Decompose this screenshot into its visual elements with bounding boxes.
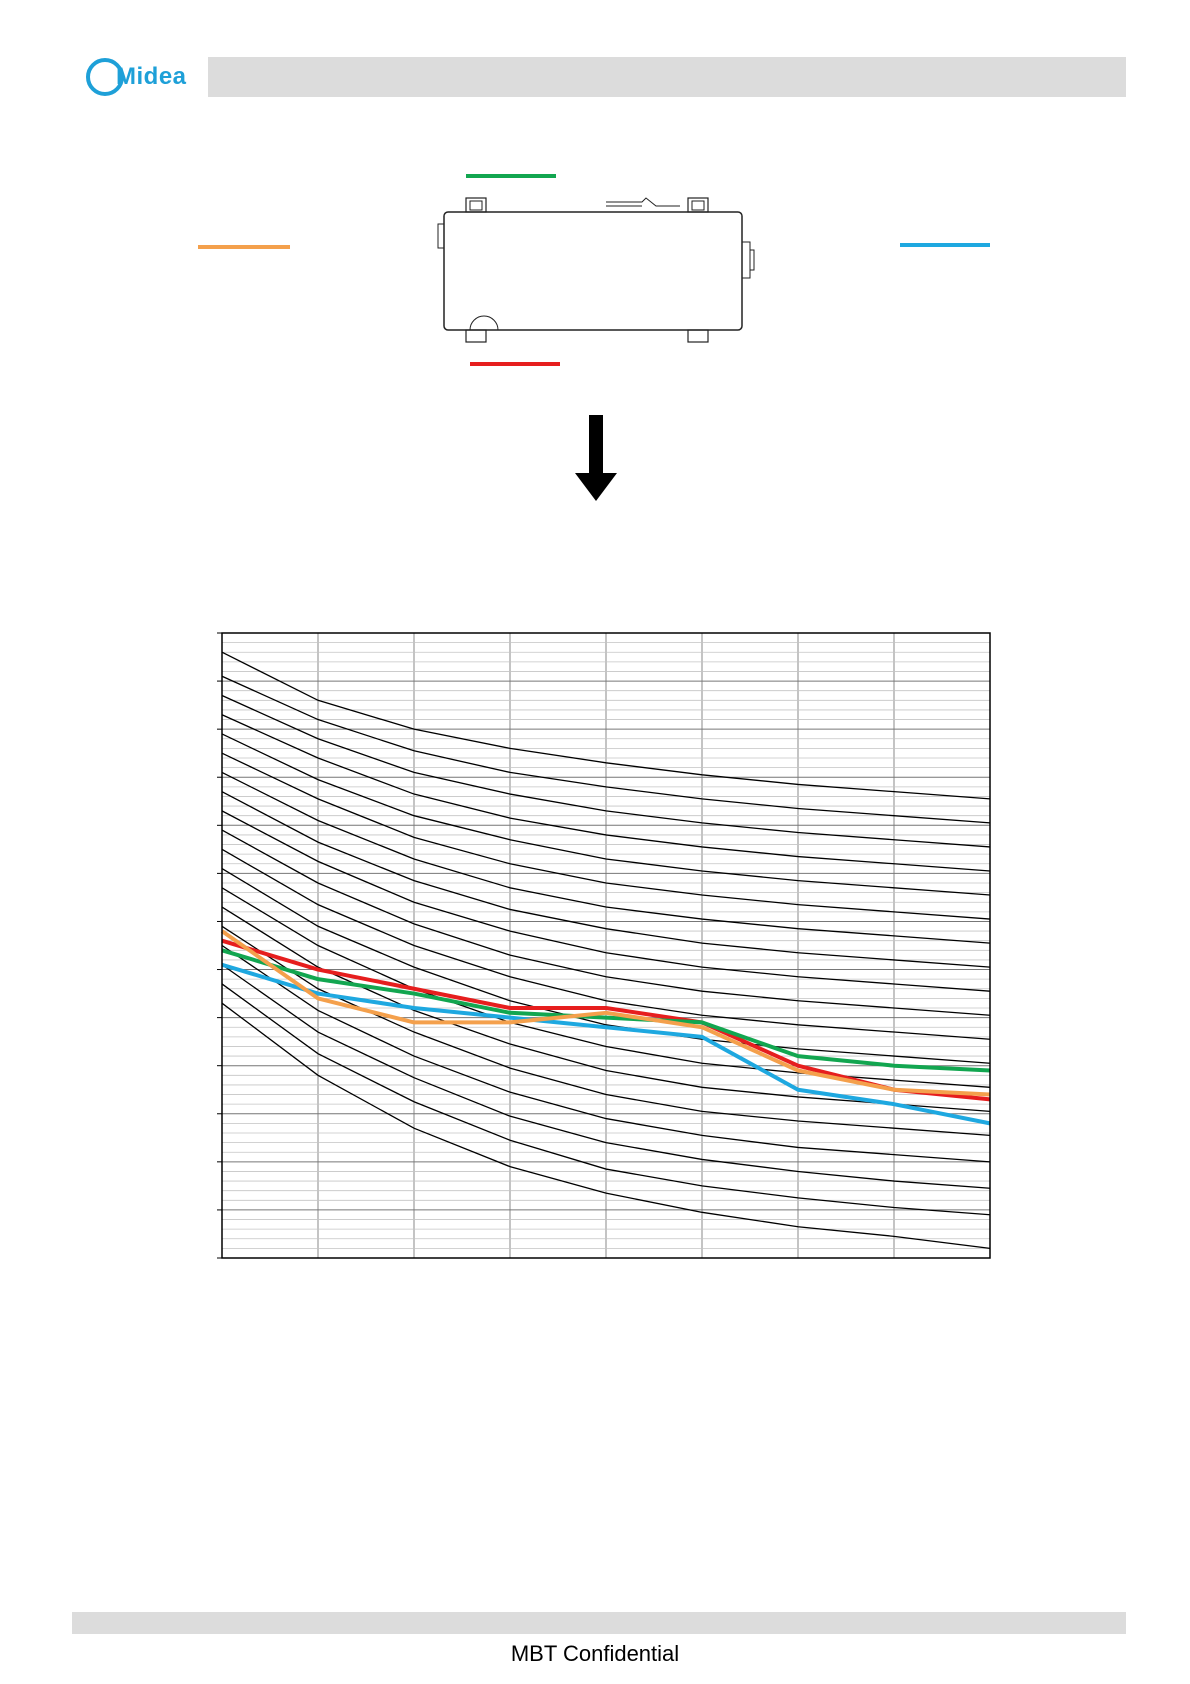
footer-bar [72,1612,1126,1634]
nc-curve-0 [221,651,991,800]
nc-curve-4 [221,733,991,896]
nc-curve-1 [221,675,991,824]
series-line-orange [220,929,991,1097]
nc-reference-curves [221,651,991,1250]
nc-curve-8 [221,810,991,992]
series-line-green [221,948,991,1073]
nc-curve-11 [221,868,991,1064]
logo-text: Midea [116,63,187,90]
midea-logo: Midea [86,52,196,102]
nc-curve-6 [221,771,991,944]
legend-key-right [900,243,990,247]
nc-curve-9 [221,829,991,1016]
measured-series [220,929,991,1126]
footer-confidential: MBT Confidential [510,1641,680,1666]
legend-key-left [198,245,290,249]
nc-curve-13 [221,906,991,1113]
logo-circle-icon [86,58,124,96]
unit-diagram [437,197,755,343]
chart-grid [217,632,991,1259]
nc-curve-7 [221,791,991,968]
series-line-blue [221,962,991,1126]
nc-curve-2 [221,694,991,848]
nc-curve-14 [221,925,991,1137]
legend-key-bottom [470,362,560,366]
nc-curve-3 [221,714,991,872]
nc-curve-10 [221,848,991,1040]
plot-frame [221,632,991,1259]
nc-curve-15 [221,944,991,1163]
nc-curve-12 [221,887,991,1088]
nc-curve-5 [221,752,991,920]
nc-curve-17 [221,983,991,1216]
legend-key-top [466,174,556,178]
down-arrow-icon [575,415,617,501]
nc-curve-18 [221,1002,991,1250]
nc-curve-16 [221,964,991,1189]
header-bar [208,57,1126,97]
